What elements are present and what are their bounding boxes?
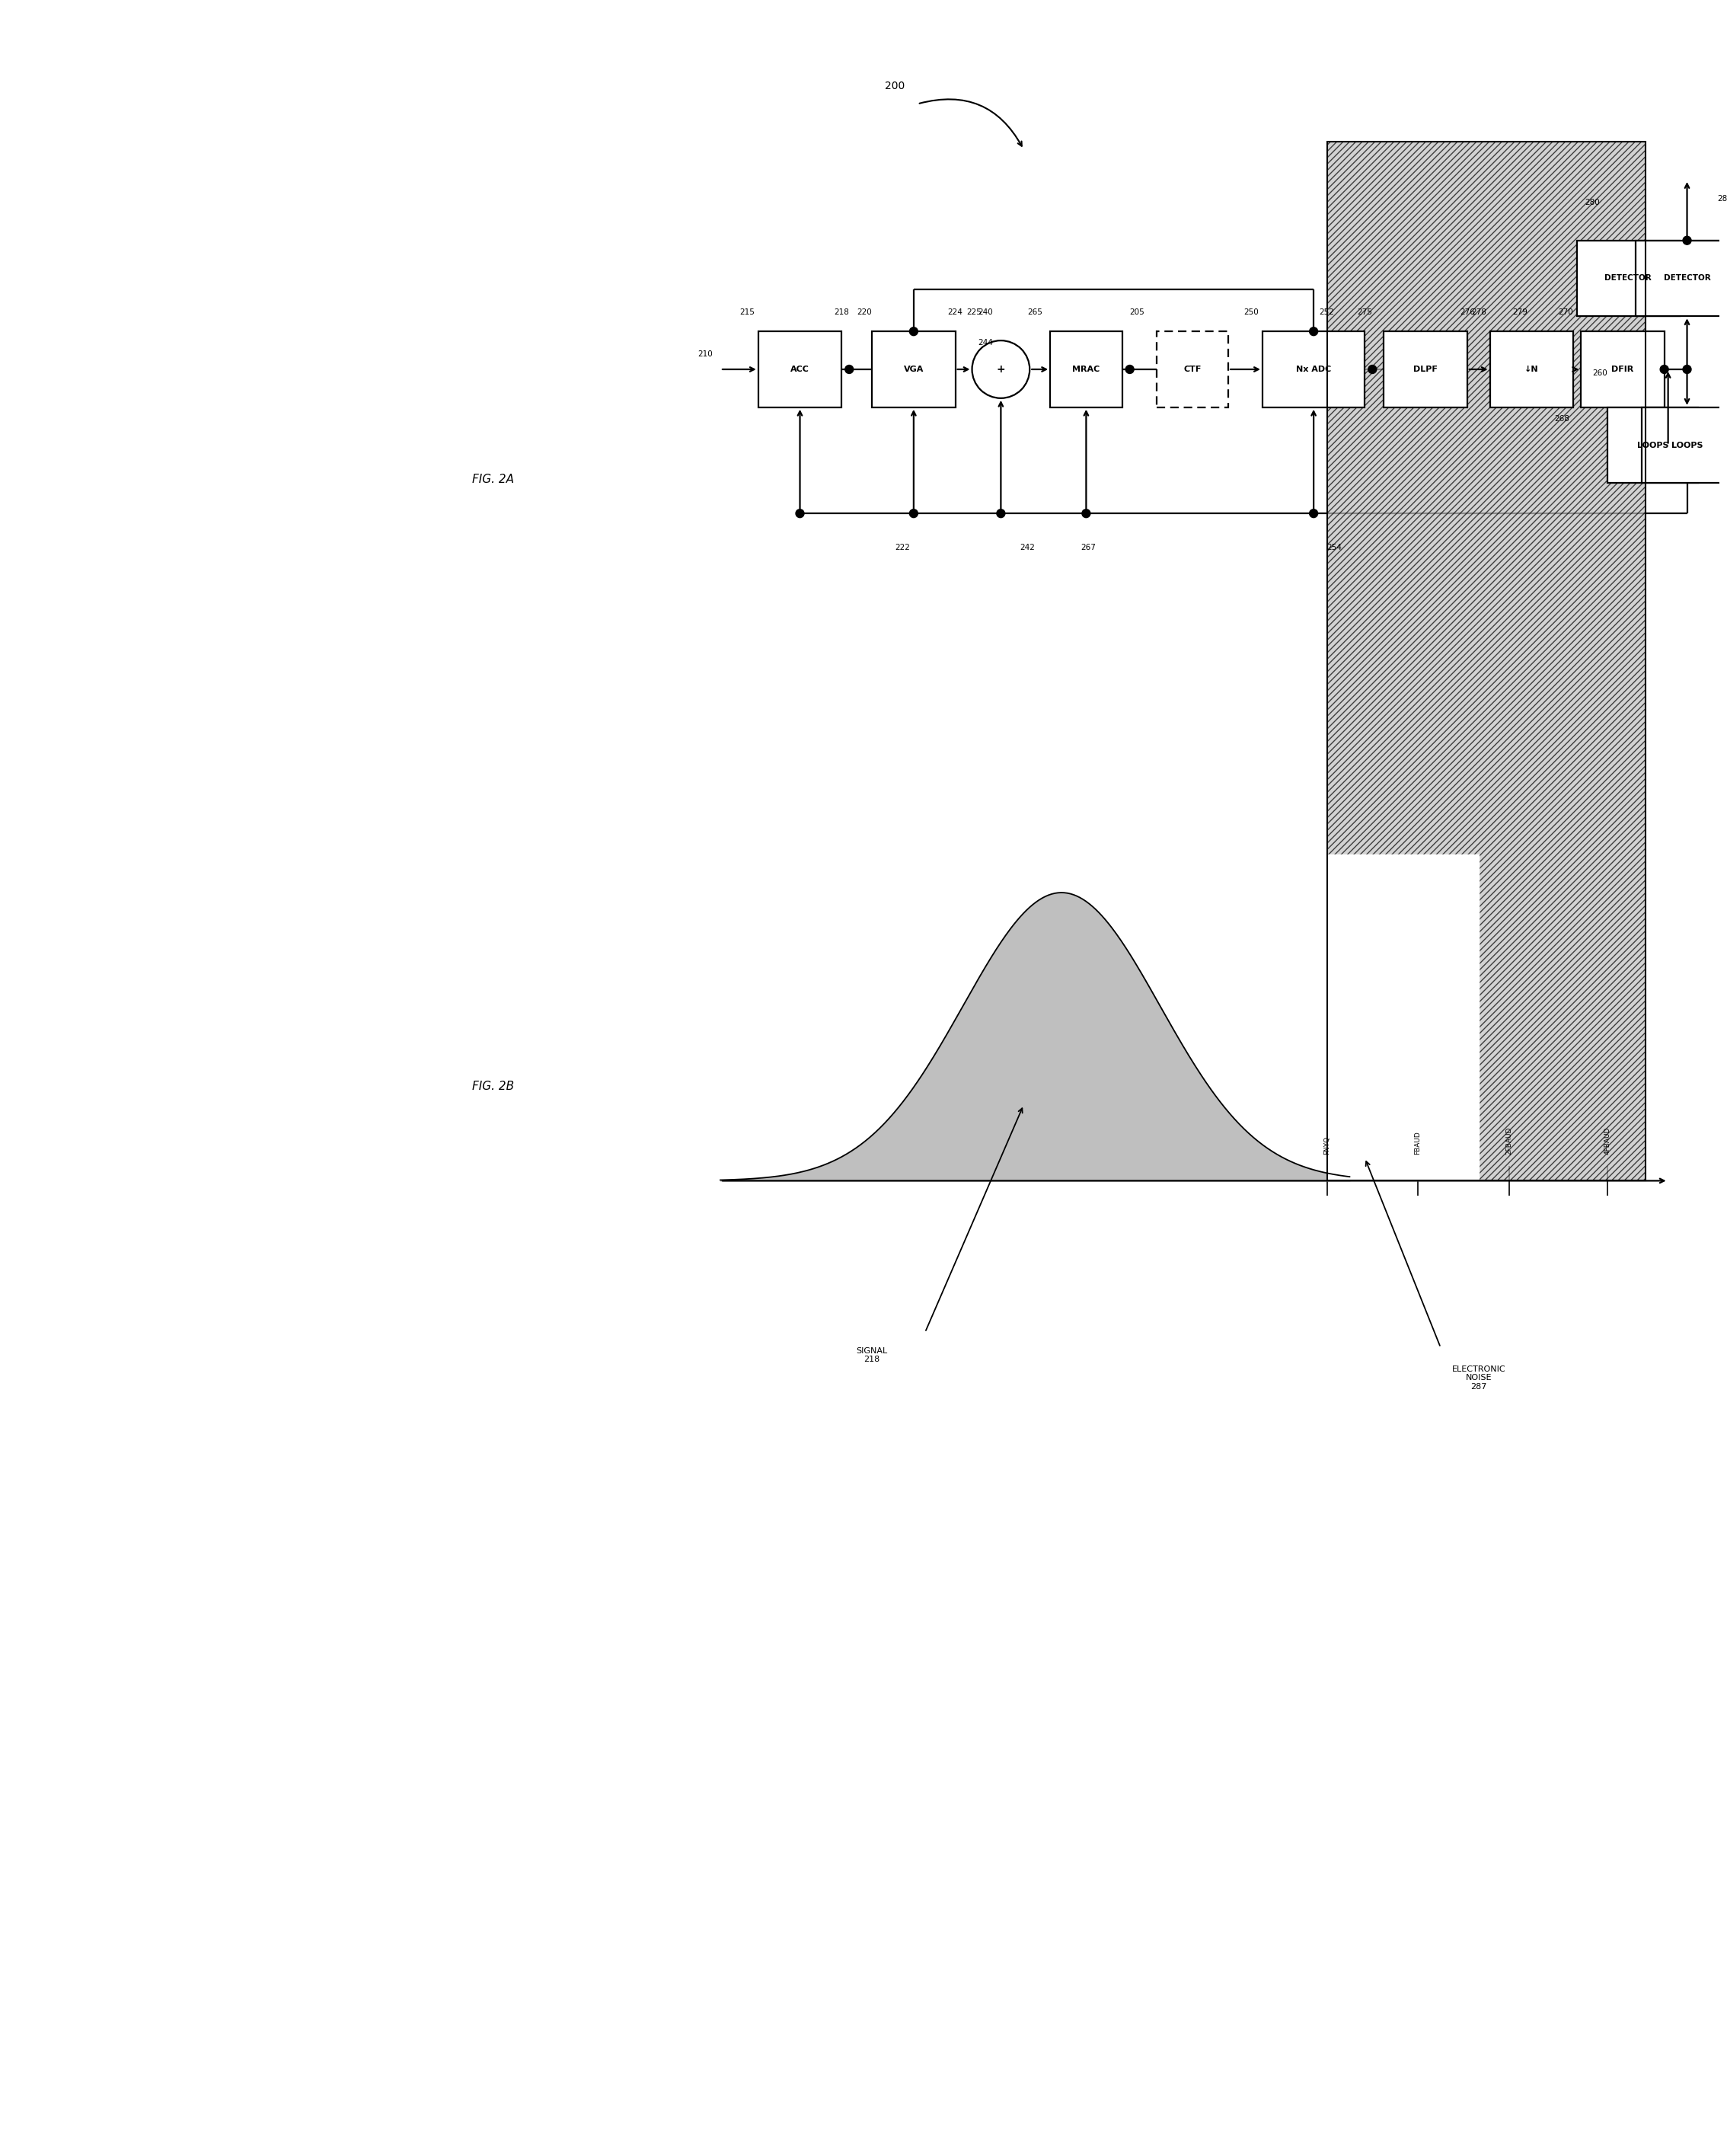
Text: ACC: ACC (791, 367, 810, 373)
Bar (1490, 332, 1573, 407)
Text: 252: 252 (1319, 308, 1335, 317)
Text: LOOPS: LOOPS (1637, 442, 1668, 448)
Bar (1580, 332, 1665, 407)
Bar (1326, 142, 1646, 1181)
Text: VGA: VGA (903, 367, 924, 373)
Bar (1642, 407, 1727, 483)
Text: FIG. 2B: FIG. 2B (471, 1080, 515, 1093)
Text: 215: 215 (739, 308, 755, 317)
Text: 282: 282 (1717, 194, 1727, 203)
Text: 210: 210 (698, 351, 713, 358)
Text: 275: 275 (1357, 308, 1373, 317)
Text: Nx ADC: Nx ADC (1295, 367, 1332, 373)
Text: 254: 254 (1326, 543, 1342, 552)
Text: 267: 267 (1081, 543, 1095, 552)
Circle shape (972, 341, 1029, 399)
Circle shape (1126, 364, 1135, 373)
Text: 279: 279 (1513, 308, 1528, 317)
Bar (1050, 332, 1123, 407)
Text: FIG. 2A: FIG. 2A (471, 474, 515, 485)
Text: DLPF: DLPF (1413, 367, 1437, 373)
Circle shape (1682, 237, 1691, 244)
Circle shape (796, 509, 805, 517)
Text: 4FBAUD: 4FBAUD (1604, 1125, 1611, 1153)
Text: 240: 240 (977, 308, 993, 317)
Text: 200: 200 (884, 80, 905, 91)
Circle shape (845, 364, 853, 373)
Text: SIGNAL
218: SIGNAL 218 (857, 1348, 888, 1363)
Bar (1326, 142, 1646, 1181)
Bar (1608, 407, 1698, 483)
Text: DETECTOR: DETECTOR (1663, 274, 1710, 282)
Text: 224: 224 (948, 308, 964, 317)
Circle shape (1309, 328, 1318, 336)
Text: 260: 260 (1592, 369, 1608, 377)
Text: MRAC: MRAC (1072, 367, 1100, 373)
Bar (1157, 332, 1228, 407)
Text: FBAUD: FBAUD (1414, 1130, 1421, 1153)
Circle shape (1083, 509, 1090, 517)
Circle shape (1309, 509, 1318, 517)
Text: 222: 222 (895, 543, 910, 552)
Text: 276: 276 (1459, 308, 1475, 317)
Circle shape (1660, 364, 1668, 373)
Text: 280: 280 (1585, 198, 1599, 207)
Text: 244: 244 (977, 338, 993, 347)
Text: 270: 270 (1558, 308, 1573, 317)
Text: FNYQ: FNYQ (1323, 1136, 1330, 1153)
Bar (1577, 241, 1679, 317)
Text: +: + (996, 364, 1005, 375)
Text: 225: 225 (967, 308, 983, 317)
Text: ELECTRONIC
NOISE
287: ELECTRONIC NOISE 287 (1452, 1365, 1506, 1391)
Text: ↓N: ↓N (1525, 367, 1539, 373)
Circle shape (996, 509, 1005, 517)
Text: 2FBAUD: 2FBAUD (1506, 1125, 1513, 1153)
Text: 205: 205 (1129, 308, 1145, 317)
Text: 268: 268 (1554, 414, 1570, 423)
Bar (1383, 332, 1468, 407)
Circle shape (1682, 364, 1691, 373)
Circle shape (910, 328, 917, 336)
Bar (1262, 332, 1364, 407)
Text: 218: 218 (834, 308, 850, 317)
Text: 278: 278 (1471, 308, 1487, 317)
Text: DFIR: DFIR (1611, 367, 1634, 373)
Text: 220: 220 (857, 308, 872, 317)
Text: DETECTOR: DETECTOR (1604, 274, 1651, 282)
Circle shape (910, 509, 917, 517)
Bar (758, 332, 841, 407)
Text: 265: 265 (1028, 308, 1043, 317)
Bar (872, 332, 955, 407)
Text: LOOPS: LOOPS (1672, 442, 1703, 448)
Text: 242: 242 (1021, 543, 1034, 552)
Text: CTF: CTF (1183, 367, 1202, 373)
Circle shape (1368, 364, 1376, 373)
Text: 250: 250 (1243, 308, 1259, 317)
Bar (1635, 241, 1727, 317)
